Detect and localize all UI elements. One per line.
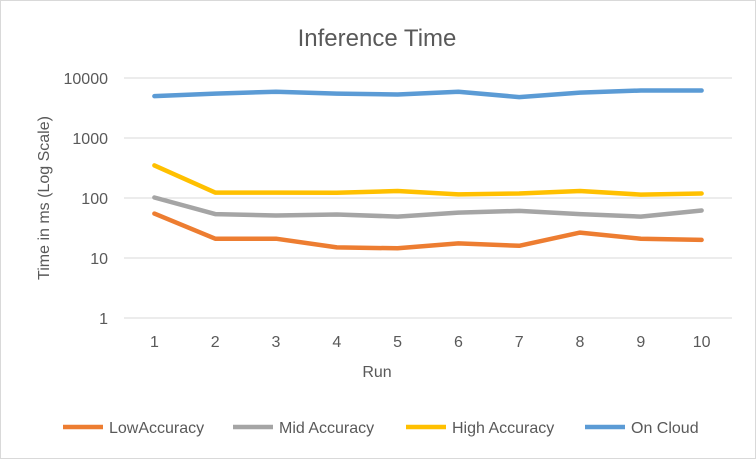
series-lines [152,88,704,251]
x-tick-label: 2 [211,334,220,351]
legend-label: High Accuracy [452,420,554,437]
y-tick-label: 100 [81,191,108,208]
x-tick-label: 4 [332,334,341,351]
legend-label: LowAccuracy [109,420,204,437]
chart-title: Inference Time [298,25,457,52]
series-line-mid-accuracy [152,195,704,219]
x-tick-label: 9 [636,334,645,351]
x-tick-label: 3 [272,334,281,351]
y-tick-label: 1000 [72,131,108,148]
series-line-on-cloud [152,88,704,100]
y-tick-label: 1 [99,311,108,328]
x-tick-label: 1 [150,334,159,351]
series-line-high-accuracy [152,163,704,197]
series-line-lowaccuracy [152,211,704,251]
x-tick-label: 10 [693,334,711,351]
y-tick-label: 10 [90,251,108,268]
x-tick-labels: 1 2 3 4 5 6 7 8 9 10 [150,334,711,351]
x-tick-label: 7 [515,334,524,351]
x-tick-label: 5 [393,334,402,351]
legend-label: Mid Accuracy [279,420,374,437]
y-tick-label: 10000 [64,71,109,88]
x-tick-label: 8 [576,334,585,351]
x-axis-label: Run [362,364,391,381]
legend: LowAccuracy Mid Accuracy High Accuracy On C… [63,420,699,437]
legend-label: On Cloud [631,420,699,437]
y-tick-labels: 1 10 100 1000 10000 [64,71,109,328]
gridlines [124,77,732,319]
x-tick-label: 6 [454,334,463,351]
y-axis-label: Time in ms (Log Scale) [36,116,53,280]
